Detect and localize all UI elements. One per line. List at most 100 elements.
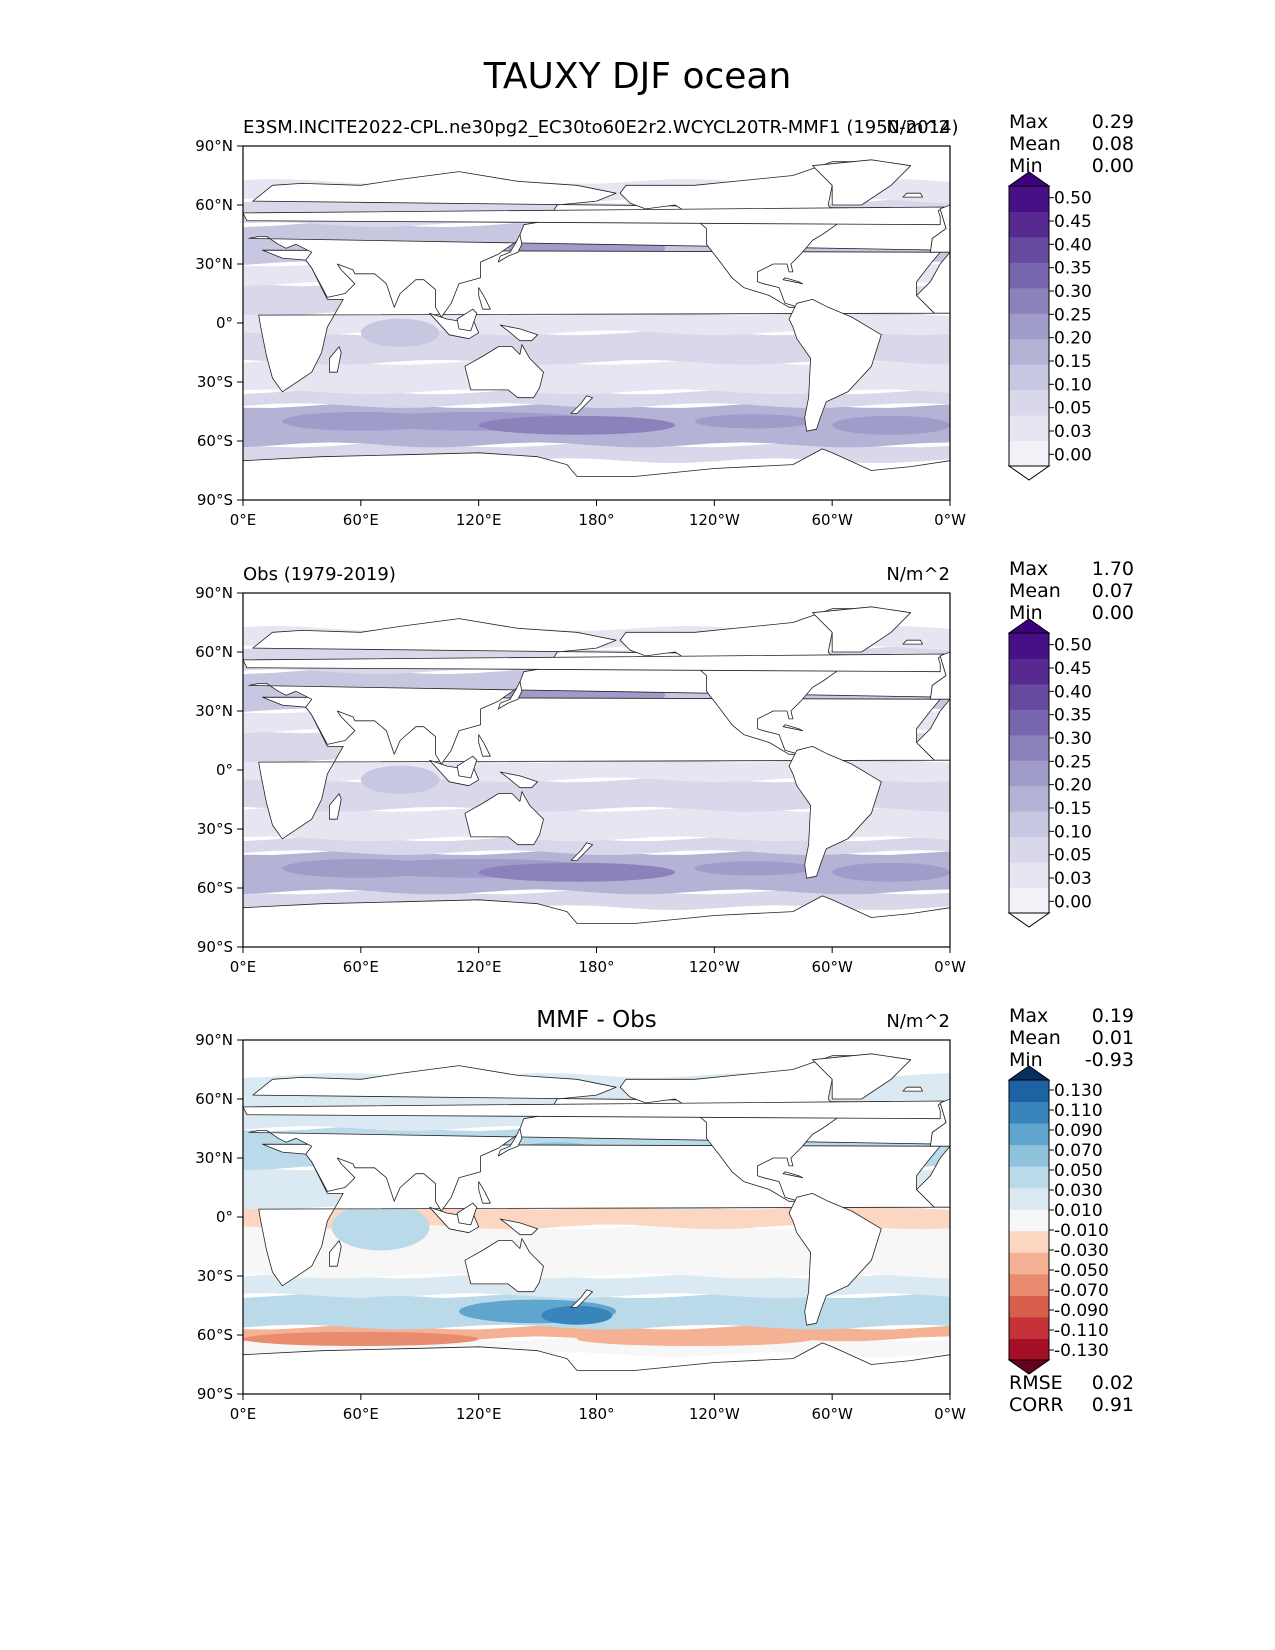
field-band	[243, 1204, 950, 1230]
colorbar-label: -0.090	[1054, 1301, 1109, 1321]
x-tick-label: 60°E	[343, 1405, 379, 1423]
land-japan	[497, 681, 523, 710]
colorbar-label: 0.15	[1054, 799, 1092, 819]
land-africa-west	[916, 251, 950, 314]
colorbar-segment	[1009, 1166, 1049, 1189]
land-africa	[258, 1143, 941, 1287]
colorbar-segment	[1009, 709, 1049, 736]
stat-value: 0.91	[1091, 1394, 1134, 1416]
field-band	[243, 889, 950, 910]
colorbar-extend-min	[1007, 912, 1051, 928]
land-europe-west	[929, 1098, 950, 1147]
colorbar-label: 0.030	[1054, 1181, 1103, 1201]
field-band	[243, 198, 950, 227]
field-band	[243, 330, 950, 365]
colorbar-segment	[1009, 1338, 1049, 1361]
x-tick-label: 180°	[578, 511, 614, 529]
y-tick-label: 0°	[216, 1208, 233, 1226]
map-frame	[242, 592, 951, 948]
land-eurasia	[248, 618, 947, 765]
field-band	[243, 442, 950, 463]
land-newguinea	[499, 324, 538, 342]
land-greenland	[812, 1053, 912, 1100]
colorbar-segment	[1009, 415, 1049, 442]
land-namerica	[619, 161, 872, 308]
colorbar-label: 0.00	[1054, 892, 1092, 912]
colorbar-segment	[1009, 1209, 1049, 1232]
colorbar-label: 0.35	[1054, 706, 1092, 726]
y-tick-label: 30°N	[195, 255, 233, 273]
colorbar-label: 0.10	[1054, 375, 1092, 395]
field-feature	[459, 1299, 617, 1324]
stat-value: 0.02	[1091, 1372, 1134, 1394]
panel-title-center: MMF - Obs	[536, 1007, 657, 1033]
land-africa	[258, 696, 941, 840]
land-nz	[570, 1289, 593, 1308]
stat-row: Mean 0.08	[1009, 133, 1134, 155]
colorbar-label: 0.20	[1054, 329, 1092, 349]
colorbar-label: 0.00	[1054, 445, 1092, 465]
colorbar-frame	[1008, 185, 1050, 467]
colorbar-extend-max	[1007, 618, 1051, 634]
x-tick-label: 0°E	[230, 1405, 257, 1423]
stat-row: Min 0.00	[1009, 155, 1134, 177]
land-indo	[429, 312, 480, 340]
stat-value: 0.01	[1091, 1027, 1134, 1049]
y-tick-label: 60°S	[197, 432, 233, 450]
colorbar-segment	[1009, 633, 1049, 659]
y-tick-label: 90°N	[195, 137, 233, 155]
panel-units: N/m^2	[886, 564, 950, 585]
y-tick-label: 60°S	[197, 879, 233, 897]
stat-row: Max 1.70	[1009, 558, 1134, 580]
field-band	[243, 757, 950, 783]
colorbar-label: 0.05	[1054, 399, 1092, 419]
land-iceland	[902, 1086, 923, 1092]
colorbar-segment	[1009, 338, 1049, 365]
x-tick-label: 0°E	[230, 511, 257, 529]
colorbar-segment	[1009, 440, 1049, 467]
land-philippines	[478, 287, 491, 310]
stat-label: CORR	[1009, 1394, 1064, 1416]
field-feature	[508, 683, 666, 708]
stat-label: Min	[1009, 602, 1043, 624]
colorbar-frame	[1008, 1079, 1050, 1361]
field-feature	[478, 415, 676, 435]
field-band	[243, 806, 950, 842]
field-feature	[508, 1142, 607, 1166]
field-feature	[783, 740, 882, 760]
colorbar-segment	[1009, 1273, 1049, 1296]
panel-units: N/m^2	[886, 1011, 950, 1032]
x-tick-label: 0°W	[934, 958, 966, 976]
map-background	[243, 146, 950, 500]
x-tick-label: 0°W	[934, 511, 966, 529]
field-band	[243, 1165, 950, 1210]
field-band	[243, 836, 950, 855]
field-band	[243, 359, 950, 395]
y-tick-label: 0°	[216, 761, 233, 779]
field-layer	[243, 146, 950, 500]
colorbar-segment	[1009, 1252, 1049, 1275]
colorbar-label: 0.130	[1054, 1081, 1103, 1101]
stat-value: 0.07	[1091, 580, 1134, 602]
land-uk	[243, 1100, 945, 1120]
field-feature	[655, 1172, 813, 1192]
land-uk	[243, 206, 945, 226]
field-band	[243, 281, 950, 316]
land-borneo	[456, 1202, 478, 1226]
map-frame	[242, 145, 951, 501]
field-band	[243, 310, 950, 336]
x-tick-label: 120°E	[456, 1405, 502, 1423]
land-samerica	[788, 746, 882, 879]
colorbar: -0.130-0.110-0.090-0.070-0.050-0.030-0.0…	[1007, 1065, 1109, 1375]
colorbar-segment	[1009, 683, 1049, 710]
stat-label: Mean	[1009, 580, 1061, 602]
land-namerica	[619, 608, 872, 755]
field-feature	[360, 765, 440, 794]
coastlines	[243, 159, 950, 500]
colorbar-segment	[1009, 211, 1049, 238]
y-tick-label: 90°N	[195, 584, 233, 602]
land-samerica	[788, 1193, 882, 1326]
colorbar-label: 0.10	[1054, 822, 1092, 842]
